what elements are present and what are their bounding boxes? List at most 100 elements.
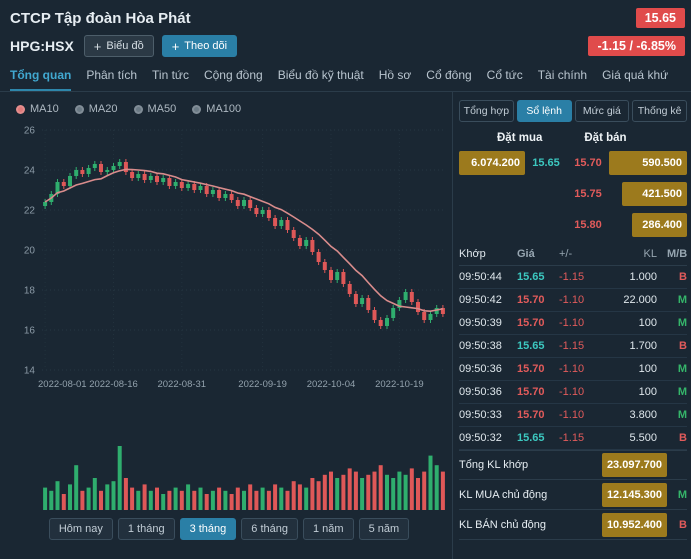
nav-tab-3[interactable]: Cộng đồng: [203, 68, 263, 82]
trade-row: 09:50:36 15.70 -1.10 100 M: [459, 358, 687, 381]
ma-legend: MA10 MA20 MA50 MA100: [6, 98, 452, 122]
trade-col-header-0: Khớp: [459, 248, 486, 260]
nav-tab-9[interactable]: Giá quá khứ: [602, 68, 669, 82]
chart-button-label: Biểu đồ: [106, 40, 144, 52]
bid-volume-bar: 6.074.200: [459, 151, 525, 175]
ask-price[interactable]: 15.80: [574, 219, 602, 231]
bid-volume[interactable]: 6.074.200: [459, 151, 525, 175]
follow-button[interactable]: + Theo dõi: [161, 35, 238, 57]
legend-item-ma10[interactable]: MA10: [16, 103, 59, 115]
range-button-1[interactable]: 1 tháng: [117, 518, 175, 540]
nav-tab-1[interactable]: Phân tích: [86, 68, 138, 82]
trade-row: 09:50:33 15.70 -1.10 3.800 M: [459, 404, 687, 427]
trade-price: 15.65: [517, 271, 545, 283]
summary-label: KL BÁN chủ động: [459, 518, 547, 531]
book-row: 15.75 421.500: [459, 181, 687, 207]
order-panel: Tổng hợp Sổ lệnh Mức giá Thống kê Đặt mua Đ…: [452, 92, 691, 559]
trade-price: 15.70: [517, 386, 545, 398]
trade-side: M: [677, 363, 687, 375]
summary-row: Tổng KL khớp 23.097.700: [459, 450, 687, 480]
trade-time: 09:50:39: [459, 317, 502, 329]
range-button-0[interactable]: Hôm nay: [48, 518, 113, 540]
trade-side: B: [679, 340, 687, 352]
order-tab-1[interactable]: Sổ lệnh: [516, 100, 572, 122]
trade-volume: 1.000: [629, 271, 657, 283]
legend-label: MA20: [88, 103, 118, 115]
price-badge: 15.65: [635, 8, 685, 28]
trade-side: M: [677, 409, 687, 421]
svg-text:2022-10-04: 2022-10-04: [307, 379, 356, 390]
trade-col-header-3: KL: [643, 248, 657, 260]
order-tab-2[interactable]: Mức giá: [574, 100, 630, 122]
order-tab-0[interactable]: Tổng hợp: [459, 100, 514, 122]
ticker-symbol: HPG:HSX: [10, 38, 74, 54]
ask-price[interactable]: 15.70: [574, 157, 602, 169]
trade-volume: 100: [638, 363, 657, 375]
svg-text:22: 22: [24, 206, 36, 217]
trade-time: 09:50:38: [459, 340, 502, 352]
trade-change: -1.10: [559, 386, 585, 398]
trade-change: -1.15: [559, 340, 585, 352]
volume-chart[interactable]: [6, 440, 452, 510]
ask-volume[interactable]: 590.500: [609, 151, 687, 175]
trade-price: 15.65: [517, 340, 545, 352]
range-button-2[interactable]: 3 tháng: [179, 518, 237, 540]
pane-gap: [6, 394, 452, 440]
nav-tab-0[interactable]: Tổng quan: [10, 68, 72, 91]
legend-item-ma20[interactable]: MA20: [74, 103, 118, 115]
summary-label: KL MUA chủ động: [459, 488, 548, 501]
book-headers: Đặt mua Đặt bán: [459, 130, 687, 150]
legend-item-ma100[interactable]: MA100: [192, 103, 241, 115]
range-button-4[interactable]: 1 năm: [302, 518, 354, 540]
trade-price: 15.70: [517, 363, 545, 375]
ask-price[interactable]: 15.75: [574, 188, 602, 200]
trade-time: 09:50:36: [459, 363, 502, 375]
nav-tab-8[interactable]: Tài chính: [537, 68, 588, 82]
trade-volume: 100: [638, 317, 657, 329]
nav-tab-6[interactable]: Cổ đông: [426, 68, 472, 82]
nav-tab-5[interactable]: Hồ sơ: [378, 68, 412, 82]
svg-text:2022-08-16: 2022-08-16: [89, 379, 138, 390]
legend-label: MA10: [30, 103, 59, 115]
ask-volume[interactable]: 286.400: [609, 213, 687, 237]
svg-text:18: 18: [24, 286, 36, 297]
trade-volume: 1.700: [629, 340, 657, 352]
order-book: 6.074.200 15.65 15.70 590.500 15.75 421.500 15…: [459, 150, 687, 243]
trade-row: 09:50:32 15.65 -1.15 5.500 B: [459, 427, 687, 450]
summary-value: 23.097.700: [601, 453, 667, 477]
trade-side: M: [677, 294, 687, 306]
trade-volume: 5.500: [629, 432, 657, 444]
nav-tab-7[interactable]: Cổ tức: [486, 68, 523, 82]
trade-row: 09:50:39 15.70 -1.10 100 M: [459, 312, 687, 335]
trade-table-header: Khớp Giá +/- KL M/B: [459, 243, 687, 266]
header: CTCP Tập đoàn Hòa Phát 15.65 HPG:HSX + B…: [0, 0, 691, 64]
bid-price[interactable]: 15.65: [532, 157, 560, 169]
trade-row: 09:50:42 15.70 -1.10 22.000 M: [459, 289, 687, 312]
plus-icon: +: [171, 38, 180, 54]
book-row: 6.074.200 15.65 15.70 590.500: [459, 150, 687, 176]
svg-text:2022-09-19: 2022-09-19: [238, 379, 287, 390]
bid-header: Đặt mua: [497, 132, 543, 144]
trade-side: M: [677, 386, 687, 398]
chart-button[interactable]: + Biểu đồ: [83, 35, 154, 57]
order-panel-tabs: Tổng hợp Sổ lệnh Mức giá Thống kê: [459, 100, 687, 122]
trade-change: -1.10: [559, 363, 585, 375]
legend-item-ma50[interactable]: MA50: [133, 103, 177, 115]
range-button-5[interactable]: 5 năm: [358, 518, 410, 540]
legend-dot-icon: [16, 104, 25, 114]
ask-volume[interactable]: 421.500: [609, 182, 687, 206]
svg-text:26: 26: [24, 126, 36, 137]
nav-tab-4[interactable]: Biểu đồ kỹ thuật: [277, 68, 364, 82]
legend-label: MA50: [147, 103, 177, 115]
ask-volume-bar: 421.500: [622, 182, 687, 206]
nav-tab-2[interactable]: Tin tức: [152, 68, 189, 82]
range-button-3[interactable]: 6 tháng: [241, 518, 298, 540]
order-tab-3[interactable]: Thống kê: [632, 100, 687, 122]
svg-text:2022-10-19: 2022-10-19: [375, 379, 424, 390]
main-nav: Tổng quan Phân tích Tin tức Cộng đồng Biểu đ…: [0, 64, 691, 92]
legend-dot-icon: [192, 104, 202, 114]
trade-side: M: [677, 317, 687, 329]
trade-time: 09:50:44: [459, 271, 502, 283]
trade-volume: 22.000: [623, 294, 657, 306]
